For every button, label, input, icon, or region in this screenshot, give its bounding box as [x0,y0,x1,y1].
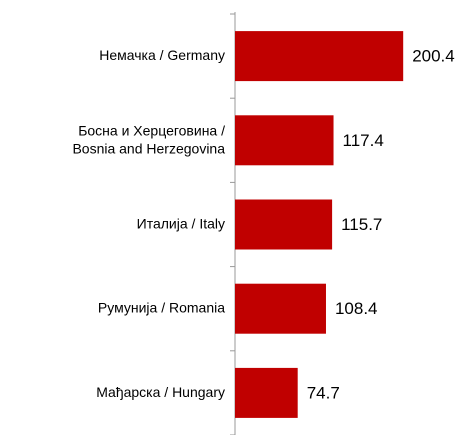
category-label: Румунија / Romania [98,299,225,315]
category-label: Немачка / Germany [99,47,225,63]
bar [235,199,333,250]
value-label: 117.4 [343,131,384,150]
bar [235,31,404,82]
bar [235,283,326,334]
value-label: 74.7 [307,383,340,402]
category-label: Мађарска / Hungary [96,384,225,400]
value-label: 115.7 [341,215,382,234]
bar [235,115,334,166]
category-label: Босна и Херцеговина / Bosnia and Herzegov… [72,122,225,156]
value-label: 200.4 [412,47,455,66]
bar [235,367,298,418]
category-label: Италија / Italy [137,215,225,231]
value-label: 108.4 [335,299,378,318]
